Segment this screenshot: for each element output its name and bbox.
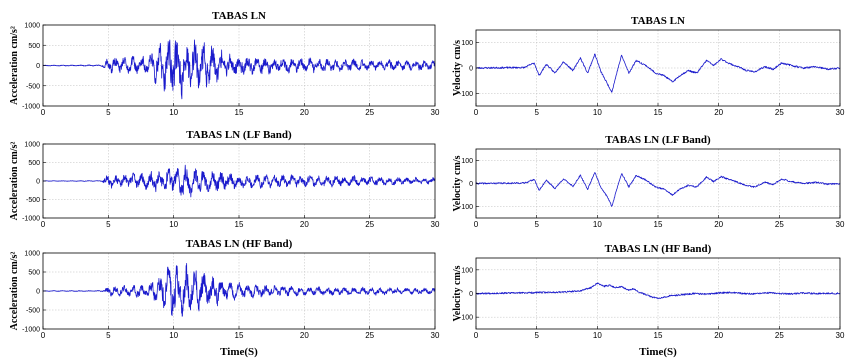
x-tick-label: 5: [534, 331, 539, 340]
x-tick-label: 15: [235, 331, 244, 340]
series-line: [42, 39, 436, 100]
y-tick-label: -500: [26, 308, 40, 315]
y-axis-label: Acceleration cm/s²: [9, 26, 20, 105]
x-tick-label: 25: [775, 331, 784, 340]
y-tick-label: -1000: [22, 327, 40, 334]
y-tick-label: 100: [461, 267, 473, 274]
x-tick-label: 10: [169, 331, 178, 340]
x-tick-label: 5: [106, 108, 111, 117]
y-axis-label: Velocity cm/s: [452, 265, 463, 321]
x-tick-label: 30: [836, 331, 845, 340]
series-line: [42, 263, 436, 317]
x-tick-label: 25: [775, 220, 784, 229]
chart-acc_full: TABAS LN 0 5 10 15 20 25 30 1000 500 0 -500 -1000Acc…: [9, 10, 440, 117]
x-axis-label: Time(S): [220, 346, 258, 358]
y-tick-label: 500: [28, 43, 40, 50]
y-tick-label: -1000: [22, 216, 40, 223]
x-tick-label: 15: [654, 220, 663, 229]
x-tick-label: 20: [300, 220, 309, 229]
x-tick-label: 20: [714, 331, 723, 340]
y-tick-label: 0: [469, 181, 473, 188]
x-tick-label: 15: [235, 108, 244, 117]
x-tick-label: 25: [365, 108, 374, 117]
x-tick-label: 0: [474, 108, 479, 117]
chart-acc_lf: TABAS LN (LF Band) 0 5 10 15 20 25 30 1000 500 0 -5…: [9, 129, 440, 229]
y-axis-label: Acceleration cm/s²: [9, 142, 20, 221]
x-tick-label: 0: [41, 220, 46, 229]
chart-vel_hf: TABAS LN (HF Band) 0 5 10 15 20 25 30 100 0 -100Ve…: [452, 243, 845, 358]
y-tick-label: -100: [459, 315, 473, 322]
y-tick-label: 100: [461, 158, 473, 165]
y-tick-label: 0: [36, 63, 40, 70]
x-tick-label: 30: [431, 108, 440, 117]
x-tick-label: 10: [593, 331, 602, 340]
y-axis-label: Acceleration cm/s²: [9, 252, 20, 331]
x-axis-label: Time(S): [639, 346, 677, 358]
x-tick-label: 25: [365, 220, 374, 229]
x-tick-label: 30: [836, 220, 845, 229]
y-tick-label: -500: [26, 83, 40, 90]
y-tick-label: 1000: [24, 142, 40, 149]
y-tick-label: 0: [469, 291, 473, 298]
x-tick-label: 15: [654, 108, 663, 117]
x-tick-label: 15: [235, 220, 244, 229]
x-tick-label: 20: [714, 220, 723, 229]
chart-acc_hf: TABAS LN (HF Band) 0 5 10 15 20 25 30 1000 500 0 -5…: [9, 238, 440, 358]
x-tick-label: 30: [836, 108, 845, 117]
y-tick-label: -500: [26, 197, 40, 204]
y-tick-label: 500: [28, 160, 40, 167]
chart-title: TABAS LN (HF Band): [605, 243, 712, 255]
x-tick-label: 10: [169, 220, 178, 229]
x-tick-label: 0: [41, 108, 46, 117]
x-tick-label: 25: [775, 108, 784, 117]
x-tick-label: 0: [474, 331, 479, 340]
chart-title: TABAS LN: [631, 15, 685, 27]
y-axis-label: Velocity cm/s: [452, 40, 463, 96]
x-tick-label: 15: [654, 331, 663, 340]
chart-title: TABAS LN: [212, 10, 266, 22]
x-tick-label: 0: [474, 220, 479, 229]
y-tick-label: 500: [28, 270, 40, 277]
x-tick-label: 5: [534, 220, 539, 229]
x-tick-label: 5: [534, 108, 539, 117]
chart-vel_lf: TABAS LN (LF Band) 0 5 10 15 20 25 30 100 0 -100Ve…: [452, 134, 845, 229]
x-tick-label: 20: [714, 108, 723, 117]
x-tick-label: 5: [106, 220, 111, 229]
y-tick-label: 0: [36, 289, 40, 296]
y-tick-label: -100: [459, 91, 473, 98]
x-tick-label: 20: [300, 108, 309, 117]
x-tick-label: 10: [593, 108, 602, 117]
series-line: [42, 164, 436, 198]
x-tick-label: 30: [431, 331, 440, 340]
chart-title: TABAS LN (LF Band): [605, 134, 711, 146]
x-tick-label: 30: [431, 220, 440, 229]
y-tick-label: -1000: [22, 104, 40, 111]
y-tick-label: 1000: [24, 251, 40, 258]
x-tick-label: 10: [593, 220, 602, 229]
chart-title: TABAS LN (HF Band): [186, 238, 293, 250]
x-tick-label: 5: [106, 331, 111, 340]
series-line: [475, 53, 841, 93]
y-tick-label: 0: [36, 179, 40, 186]
chart-title: TABAS LN (LF Band): [186, 129, 292, 141]
y-tick-label: 0: [469, 66, 473, 73]
series-line: [475, 172, 841, 207]
y-tick-label: 1000: [24, 23, 40, 30]
y-axis-label: Velocity cm/s: [452, 155, 463, 211]
x-tick-label: 10: [169, 108, 178, 117]
x-tick-label: 20: [300, 331, 309, 340]
y-tick-label: 100: [461, 40, 473, 47]
y-tick-label: -100: [459, 204, 473, 211]
x-tick-label: 25: [365, 331, 374, 340]
series-line: [475, 282, 841, 300]
x-tick-label: 0: [41, 331, 46, 340]
